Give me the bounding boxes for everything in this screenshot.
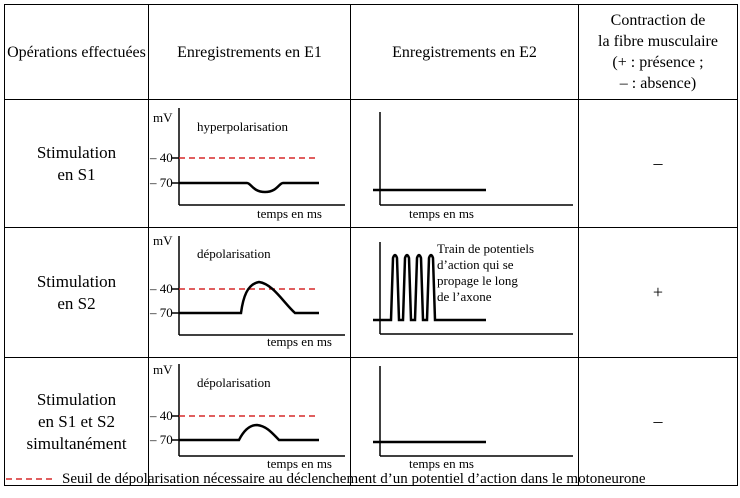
legend: Seuil de dépolarisation nécessaire au dé… — [6, 468, 646, 490]
header-e1: Enregistrements en E1 — [148, 4, 351, 100]
results-table: Opérations effectuées Enregistrements en… — [4, 4, 738, 486]
e1-graph: mV – 40 – 70 dépolarisation temps en ms — [149, 362, 345, 471]
axis-time: temps en ms — [267, 334, 332, 349]
axis-mv: mV — [153, 110, 173, 125]
membrane-trace — [179, 423, 319, 442]
e2-note-line: de l’axone — [437, 289, 492, 304]
e1-annotation: dépolarisation — [197, 375, 271, 390]
e2-note-line: Train de potentiels — [437, 241, 534, 256]
header-e2: Enregistrements en E2 — [350, 4, 579, 100]
axis-time: temps en ms — [409, 456, 474, 471]
header-contraction: Contraction de la fibre musculaire (+ : … — [578, 4, 738, 100]
tick-70: – 70 — [149, 432, 173, 447]
tick-70: – 70 — [149, 305, 173, 320]
contraction-value: + — [578, 227, 738, 358]
legend-text: Seuil de dépolarisation nécessaire au dé… — [62, 470, 646, 487]
table-row: Stimulation en S1 mV – 40 – 70 hyperpolar… — [4, 99, 738, 228]
contraction-value: – — [578, 99, 738, 228]
table-row: Stimulation en S1 et S2 simultanément mV –… — [4, 357, 738, 486]
e2-recording-cell: temps en ms — [350, 357, 579, 486]
e1-annotation: dépolarisation — [197, 246, 271, 261]
e2-note-line: propage le long — [437, 273, 518, 288]
e2-graph: temps en ms — [373, 112, 573, 221]
membrane-trace — [179, 280, 319, 315]
contraction-value: – — [578, 357, 738, 486]
e2-recording-cell: temps en ms — [350, 99, 579, 228]
table-row: Stimulation en S2 mV – 40 – 70 dépolarisa… — [4, 227, 738, 358]
row-label: Stimulation en S1 — [4, 99, 149, 228]
axis-mv: mV — [153, 233, 173, 248]
membrane-trace — [179, 181, 319, 194]
action-potential-train — [373, 253, 486, 322]
tick-70: – 70 — [149, 175, 173, 190]
e1-recording-cell: mV – 40 – 70 hyperpolarisation temps en … — [148, 99, 351, 228]
axis-time: temps en ms — [409, 206, 474, 221]
axis-time: temps en ms — [267, 456, 332, 471]
e1-recording-cell: mV – 40 – 70 dépolarisation temps en ms — [148, 357, 351, 486]
e2-graph: Train de potentiels d’action qui se prop… — [373, 241, 573, 335]
axis-time: temps en ms — [257, 206, 322, 221]
threshold-legend-swatch — [6, 478, 54, 480]
tick-40: – 40 — [149, 150, 173, 165]
tick-40: – 40 — [149, 408, 173, 423]
tick-40: – 40 — [149, 281, 173, 296]
e1-annotation: hyperpolarisation — [197, 119, 288, 134]
axis-mv: mV — [153, 362, 173, 377]
e1-graph: mV – 40 – 70 dépolarisation temps en ms — [149, 233, 345, 349]
e1-graph: mV – 40 – 70 hyperpolarisation temps en … — [149, 108, 345, 221]
row-label: Stimulation en S2 — [4, 227, 149, 358]
e2-graph: temps en ms — [373, 366, 573, 471]
e2-recording-cell: Train de potentiels d’action qui se prop… — [350, 227, 579, 358]
row-label: Stimulation en S1 et S2 simultanément — [4, 357, 149, 486]
header-operations: Opérations effectuées — [4, 4, 149, 100]
e2-note-line: d’action qui se — [437, 257, 514, 272]
e1-recording-cell: mV – 40 – 70 dépolarisation temps en ms — [148, 227, 351, 358]
